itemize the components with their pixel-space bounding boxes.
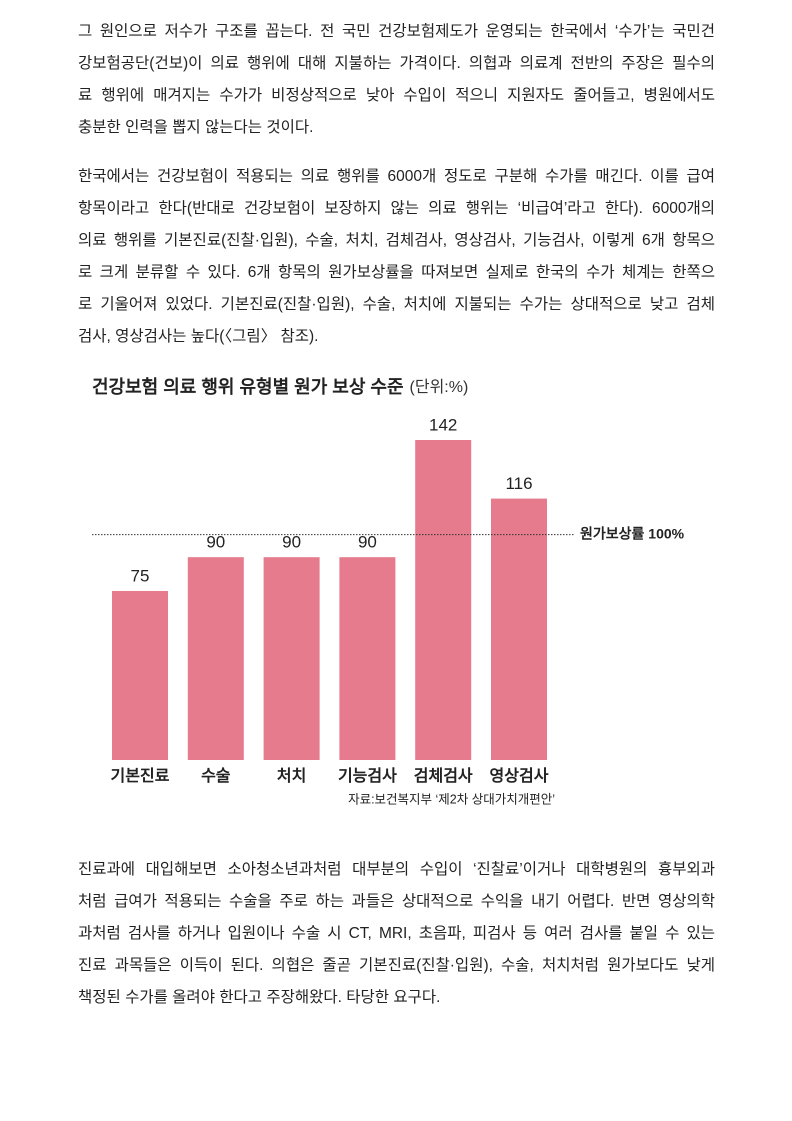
bar (263, 557, 320, 760)
paragraph: 진료과에 대입해보면 소아청소년과처럼 대부분의 수입이 ‘진찰료’이거나 대학… (78, 854, 715, 1014)
text-line: 그 원인으로 저수가 구조를 꼽는다. 전 국민 건강보험제도가 운영되는 한국… (78, 23, 715, 40)
text-line: 로 크게 분류할 수 있다. 6개 항목의 원가보상률을 따져보면 실제로 한국… (78, 264, 715, 281)
text-line: 항목이라고 한다(반대로 건강보험이 보장하지 않는 의료 행위는 ‘비급여’라… (78, 200, 715, 217)
bar (491, 498, 547, 760)
text-line: 진료 과목들은 이득이 된다. 의협은 줄곧 기본진료(진찰·입원), 수술, … (78, 957, 715, 974)
value-label: 142 (429, 415, 457, 434)
reference-label: 원가보상률 100% (580, 525, 685, 541)
text-line: 진료과에 대입해보면 소아청소년과처럼 대부분의 수입이 ‘진찰료’이거나 대학… (78, 861, 715, 878)
chart: 건강보험 의료 행위 유형별 원가 보상 수준 (단위:%) 75 기본진료 90 수술… (92, 376, 685, 806)
category-label: 기본진료 (111, 767, 170, 785)
category-label: 영상검사 (490, 766, 549, 785)
source-note: 자료:보건복지부 ‘제2차 상대가치개편안’ (348, 792, 555, 806)
category-label: 검체검사 (414, 766, 473, 785)
value-label: 90 (358, 533, 377, 552)
bar (415, 440, 472, 760)
bar (187, 557, 244, 760)
value-label: 90 (206, 533, 225, 552)
text-line: 강보험공단(건보)이 의료 행위에 대해 지불하는 가격이다. 의협과 의료계 … (78, 55, 715, 72)
category-label: 처치 (277, 767, 306, 785)
unit-note: (단위:%) (410, 378, 469, 396)
chart-title: 건강보험 의료 행위 유형별 원가 보상 수준 (92, 376, 404, 397)
text-line: 충분한 인력을 뽑지 않는다는 것이다. (78, 119, 314, 136)
value-label: 116 (505, 474, 532, 493)
text-line: 처럼 급여가 적용되는 수술을 주로 하는 과들은 상대적으로 수익을 내기 어… (78, 893, 715, 910)
text-line: 료 행위에 매겨지는 수가가 비정상적으로 낮아 수입이 적으니 지원자도 줄어… (78, 87, 715, 104)
paragraph: 한국에서는 건강보험이 적용되는 의료 행위를 6000개 정도로 구분해 수가… (78, 161, 715, 353)
bar (112, 590, 168, 760)
text-line: 책정된 수가를 올려야 한다고 주장해왔다. 타당한 요구다. (78, 989, 441, 1006)
text-line: 검사, 영상검사는 높다(〈그림〉 참조). (78, 328, 319, 345)
text-line: 로 기울어져 있었다. 기본진료(진찰·입원), 수술, 처치에 지불되는 수가… (78, 296, 715, 313)
category-label: 기능검사 (338, 766, 397, 785)
category-label: 수술 (201, 767, 231, 785)
text-line: 과처럼 검사를 하거나 입원이나 수술 시 CT, MRI, 초음파, 피검사 … (78, 925, 715, 942)
bar (339, 557, 396, 760)
text-line: 의료 행위를 기본진료(진찰·입원), 수술, 처치, 검체검사, 영상검사, … (78, 232, 715, 249)
value-label: 90 (282, 533, 301, 552)
value-label: 75 (131, 566, 150, 585)
paragraph: 그 원인으로 저수가 구조를 꼽는다. 전 국민 건강보험제도가 운영되는 한국… (78, 16, 715, 144)
text-line: 한국에서는 건강보험이 적용되는 의료 행위를 6000개 정도로 구분해 수가… (78, 168, 715, 185)
